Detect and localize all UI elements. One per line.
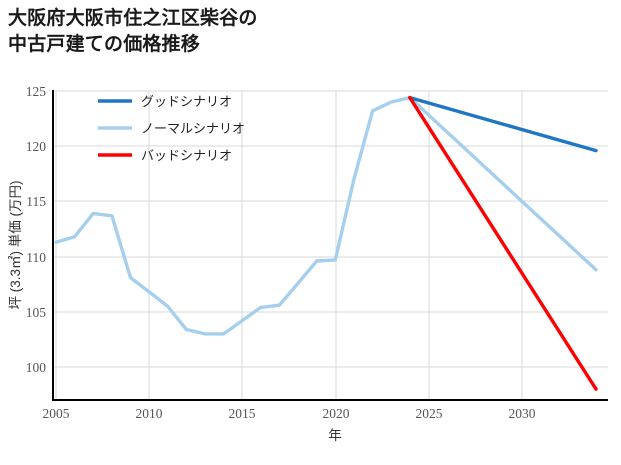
legend-label-normal: ノーマルシナリオ [141, 121, 245, 136]
x-tick-label: 2010 [136, 406, 163, 421]
y-tick-label: 105 [26, 305, 47, 320]
series-bad-scenario [408, 95, 598, 391]
x-axis-title: 年 [328, 428, 342, 443]
x-tick-label: 2015 [229, 406, 256, 421]
x-tick-label: 2030 [509, 406, 536, 421]
y-tick-label: 110 [26, 250, 46, 265]
series-good-scenario [408, 95, 598, 153]
series-group [54, 95, 598, 391]
x-tick-labels: 2005 2010 2015 2020 2025 2030 [43, 406, 536, 421]
y-tick-label: 115 [26, 194, 46, 209]
chart-legend: グッドシナリオ ノーマルシナリオ バッドシナリオ [98, 94, 245, 163]
series-normal-scenario [54, 95, 598, 336]
y-tick-labels: 100 105 110 115 120 125 [26, 84, 47, 375]
legend-label-bad: バッドシナリオ [141, 148, 232, 163]
page-title: 大阪府大阪市住之江区柴谷の 中古戸建ての価格推移 [8, 8, 258, 55]
plot-background [52, 91, 608, 400]
y-tick-label: 125 [26, 84, 47, 99]
x-tick-label: 2020 [323, 406, 350, 421]
y-axis-title: 坪 (3.3㎡) 単価 (万円) [8, 180, 23, 309]
x-gridlines [55, 91, 523, 400]
y-gridlines [52, 90, 608, 368]
legend-label-good: グッドシナリオ [141, 94, 232, 109]
x-tick-label: 2025 [416, 406, 443, 421]
x-tick-label: 2005 [43, 406, 70, 421]
y-tick-label: 120 [26, 139, 47, 154]
y-tick-label: 100 [26, 360, 47, 375]
